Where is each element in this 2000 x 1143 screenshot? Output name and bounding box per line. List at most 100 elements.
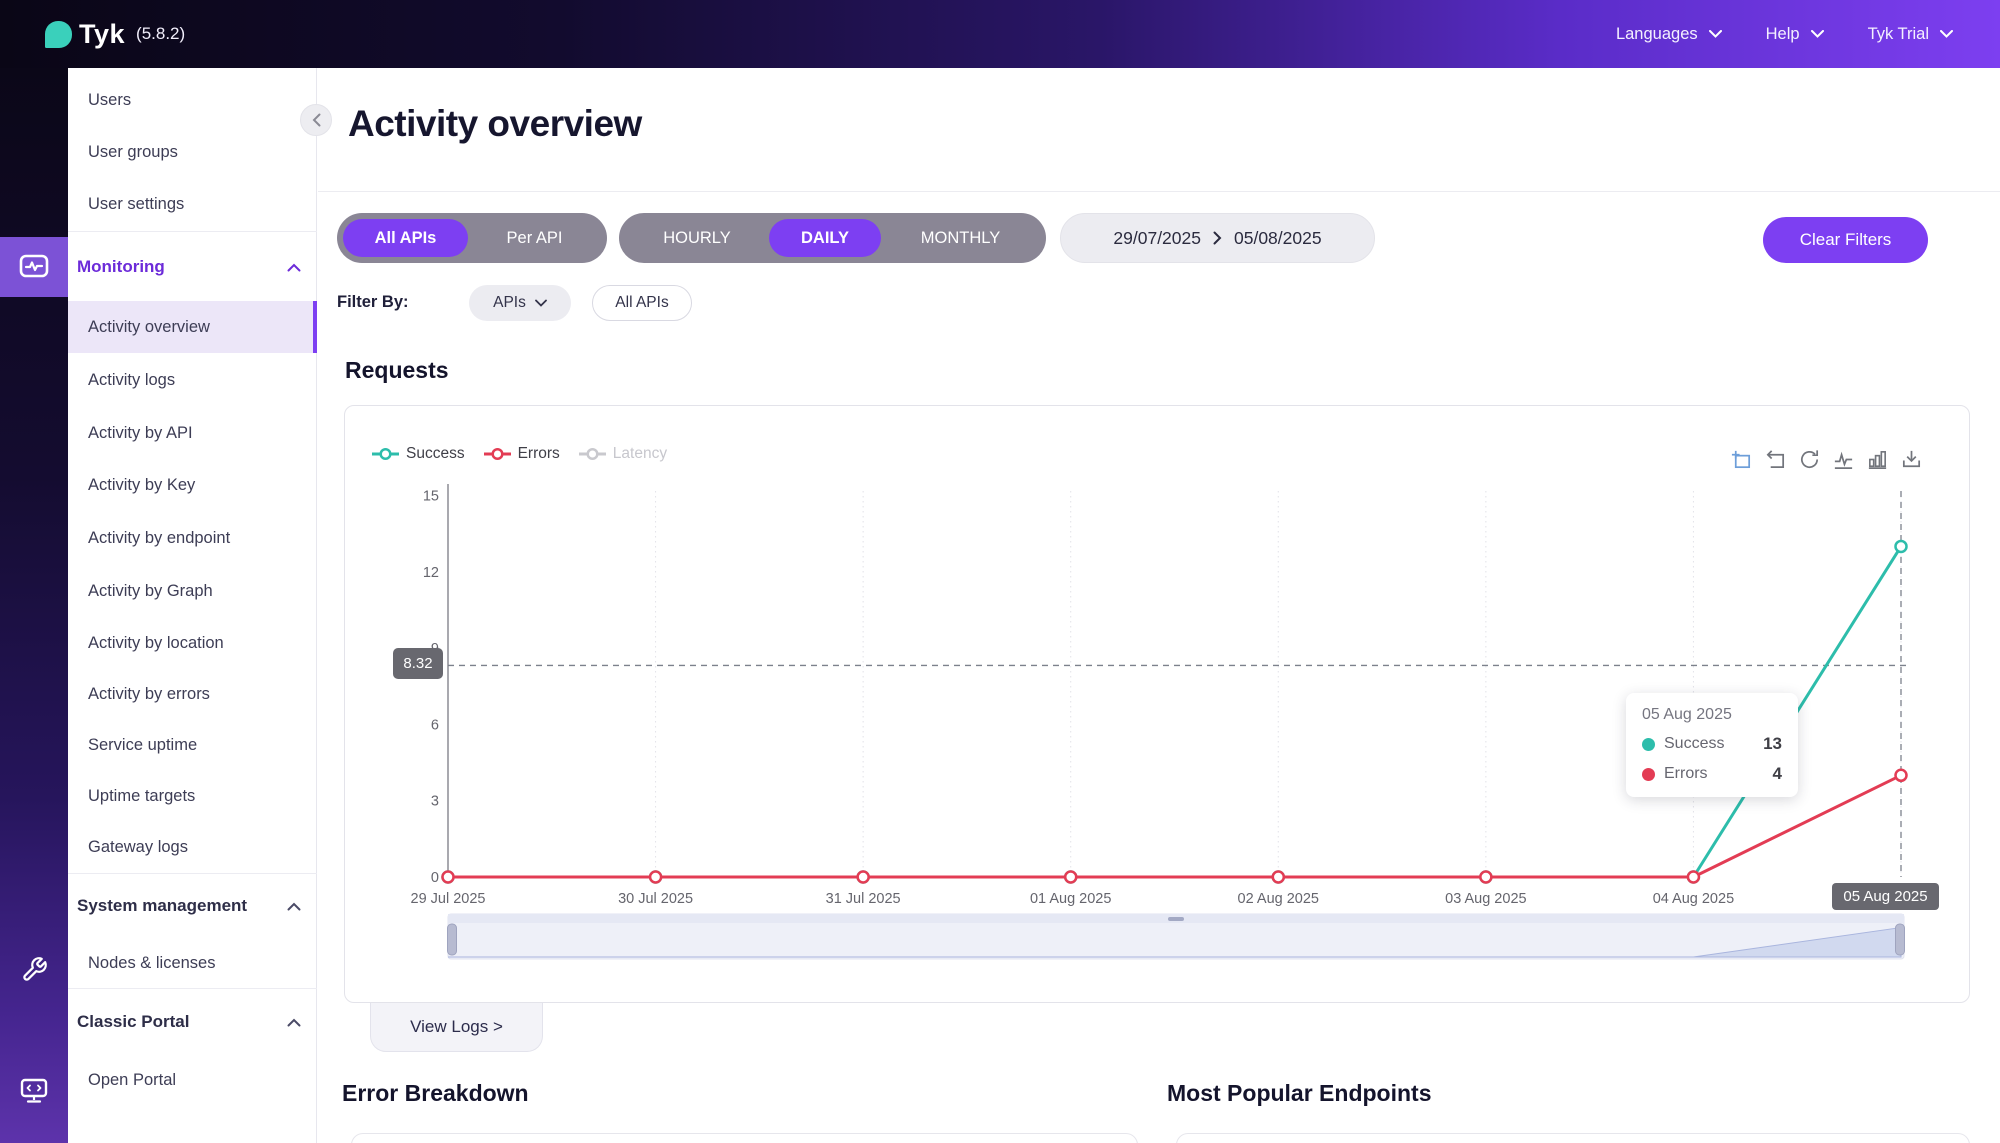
rail-system-management[interactable] bbox=[0, 956, 68, 983]
option-all-apis[interactable]: All APIs bbox=[343, 219, 468, 257]
x-axis-pointer-badge: 05 Aug 2025 bbox=[1832, 883, 1939, 910]
sidebar-item-activity-by-location[interactable]: Activity by location bbox=[88, 633, 224, 652]
sidebar-section-system-management[interactable]: System management bbox=[68, 880, 317, 932]
option-per-api[interactable]: Per API bbox=[506, 228, 563, 247]
tyk-logo[interactable]: Tyk (5.8.2) bbox=[45, 0, 185, 68]
option-daily[interactable]: DAILY bbox=[769, 219, 881, 257]
version-label: (5.8.2) bbox=[136, 24, 186, 43]
legend-marker-icon bbox=[372, 447, 399, 461]
sidebar-section-monitoring[interactable]: Monitoring bbox=[68, 241, 317, 293]
legend-marker-icon bbox=[483, 447, 511, 461]
monitor-code-icon bbox=[20, 1078, 48, 1103]
tooltip-row-success: Success 13 bbox=[1642, 734, 1782, 754]
sidebar-nav: Users User groups User settings Monitori… bbox=[68, 68, 317, 1143]
sidebar-item-activity-by-graph[interactable]: Activity by Graph bbox=[88, 581, 213, 600]
rail-classic-portal[interactable] bbox=[0, 1077, 68, 1105]
activity-monitor-icon bbox=[19, 254, 49, 278]
svg-text:31 Jul 2025: 31 Jul 2025 bbox=[826, 891, 901, 907]
zoom-select-icon[interactable] bbox=[1730, 448, 1753, 471]
menu-languages[interactable]: Languages bbox=[1616, 25, 1722, 44]
page-title: Activity overview bbox=[348, 103, 642, 144]
sidebar-item-activity-logs[interactable]: Activity logs bbox=[88, 370, 176, 389]
bar-chart-icon[interactable] bbox=[1866, 448, 1889, 471]
svg-text:15: 15 bbox=[423, 489, 439, 505]
chevron-down-icon bbox=[1940, 30, 1953, 38]
option-monthly[interactable]: MONTHLY bbox=[920, 228, 1001, 247]
granularity-segmented: HOURLY DAILY MONTHLY bbox=[619, 213, 1046, 263]
sidebar-section-classic-portal[interactable]: Classic Portal bbox=[68, 996, 317, 1048]
chevron-left-icon bbox=[312, 113, 320, 127]
sidebar-item-activity-by-errors[interactable]: Activity by errors bbox=[88, 684, 210, 703]
sidebar-divider bbox=[68, 988, 317, 989]
sidebar-collapse-button[interactable] bbox=[300, 104, 332, 136]
popular-endpoints-title: Most Popular Endpoints bbox=[1167, 1080, 1432, 1106]
requests-title: Requests bbox=[345, 357, 449, 383]
refresh-icon[interactable] bbox=[1798, 448, 1821, 471]
menu-help[interactable]: Help bbox=[1766, 25, 1824, 44]
sidebar-divider bbox=[68, 231, 317, 232]
sidebar-item-user-settings[interactable]: User settings bbox=[88, 194, 185, 213]
chart-legend: Success Errors Latency bbox=[372, 445, 667, 463]
date-from: 29/07/2025 bbox=[1113, 227, 1201, 248]
legend-item-latency[interactable]: Latency bbox=[578, 445, 667, 463]
legend-item-errors[interactable]: Errors bbox=[483, 445, 560, 463]
wrench-icon bbox=[22, 957, 47, 981]
option-hourly[interactable]: HOURLY bbox=[663, 228, 731, 247]
chevron-up-icon bbox=[287, 263, 301, 271]
logo-text: Tyk bbox=[79, 18, 126, 49]
sidebar-item-uptime-targets[interactable]: Uptime targets bbox=[88, 786, 196, 805]
sidebar-item-activity-by-endpoint[interactable]: Activity by endpoint bbox=[88, 528, 231, 547]
api-mode-segmented: All APIs Per API bbox=[337, 213, 607, 263]
sidebar-item-service-uptime[interactable]: Service uptime bbox=[88, 735, 198, 754]
svg-text:04 Aug 2025: 04 Aug 2025 bbox=[1653, 891, 1734, 907]
svg-text:6: 6 bbox=[431, 717, 439, 733]
errors-dot-icon bbox=[1642, 767, 1655, 781]
sidebar-item-users[interactable]: Users bbox=[88, 90, 132, 109]
view-logs-button[interactable]: View Logs > bbox=[370, 1003, 543, 1052]
chevron-down-icon bbox=[534, 299, 547, 307]
top-bar: Tyk (5.8.2) Languages Help Tyk Trial bbox=[0, 0, 2000, 68]
date-range-picker[interactable]: 29/07/2025 05/08/2025 bbox=[1060, 213, 1375, 263]
chart-tooltip: 05 Aug 2025 Success 13 Errors 4 bbox=[1626, 693, 1798, 797]
svg-text:03 Aug 2025: 03 Aug 2025 bbox=[1445, 891, 1526, 907]
chevron-up-icon bbox=[287, 902, 301, 910]
sidebar-item-gateway-logs[interactable]: Gateway logs bbox=[88, 837, 188, 856]
filter-by-label: Filter By: bbox=[337, 293, 409, 311]
icon-rail bbox=[0, 68, 68, 1143]
sidebar-item-nodes-licenses[interactable]: Nodes & licenses bbox=[88, 953, 216, 972]
legend-marker-icon bbox=[578, 447, 606, 461]
chevron-down-icon bbox=[1810, 30, 1824, 38]
chevron-down-icon bbox=[1708, 30, 1722, 38]
top-menus: Languages Help Tyk Trial bbox=[1616, 0, 1953, 68]
svg-text:3: 3 bbox=[431, 794, 439, 810]
zoom-back-icon[interactable] bbox=[1764, 448, 1787, 471]
sidebar-divider bbox=[68, 873, 317, 874]
menu-account-tyk-trial[interactable]: Tyk Trial bbox=[1868, 25, 1953, 44]
header-divider bbox=[318, 191, 2000, 192]
svg-text:30 Jul 2025: 30 Jul 2025 bbox=[618, 891, 693, 907]
active-indicator-bar bbox=[313, 301, 317, 353]
chevron-up-icon bbox=[287, 1018, 301, 1026]
line-chart-icon[interactable] bbox=[1832, 448, 1855, 471]
date-to: 05/08/2025 bbox=[1234, 227, 1322, 248]
all-apis-filter-chip[interactable]: All APIs bbox=[592, 285, 692, 321]
sidebar-item-activity-by-api[interactable]: Activity by API bbox=[88, 423, 193, 442]
tooltip-row-errors: Errors 4 bbox=[1642, 764, 1782, 784]
apis-dropdown[interactable]: APIs bbox=[469, 285, 571, 321]
rail-monitoring-active[interactable] bbox=[0, 237, 68, 297]
legend-item-success[interactable]: Success bbox=[372, 445, 465, 463]
sidebar-item-activity-by-key[interactable]: Activity by Key bbox=[88, 475, 196, 494]
popular-endpoints-card bbox=[1176, 1133, 1970, 1143]
download-icon[interactable] bbox=[1900, 448, 1923, 471]
sidebar-item-user-groups[interactable]: User groups bbox=[88, 142, 178, 161]
tyk-leaf-icon bbox=[45, 20, 72, 48]
chevron-right-icon bbox=[1213, 231, 1222, 245]
sidebar-item-activity-overview[interactable]: Activity overview bbox=[68, 301, 317, 353]
clear-filters-button[interactable]: Clear Filters bbox=[1763, 217, 1928, 263]
error-breakdown-title: Error Breakdown bbox=[342, 1080, 529, 1106]
svg-text:01 Aug 2025: 01 Aug 2025 bbox=[1030, 891, 1111, 907]
sidebar-item-open-portal[interactable]: Open Portal bbox=[88, 1070, 177, 1089]
